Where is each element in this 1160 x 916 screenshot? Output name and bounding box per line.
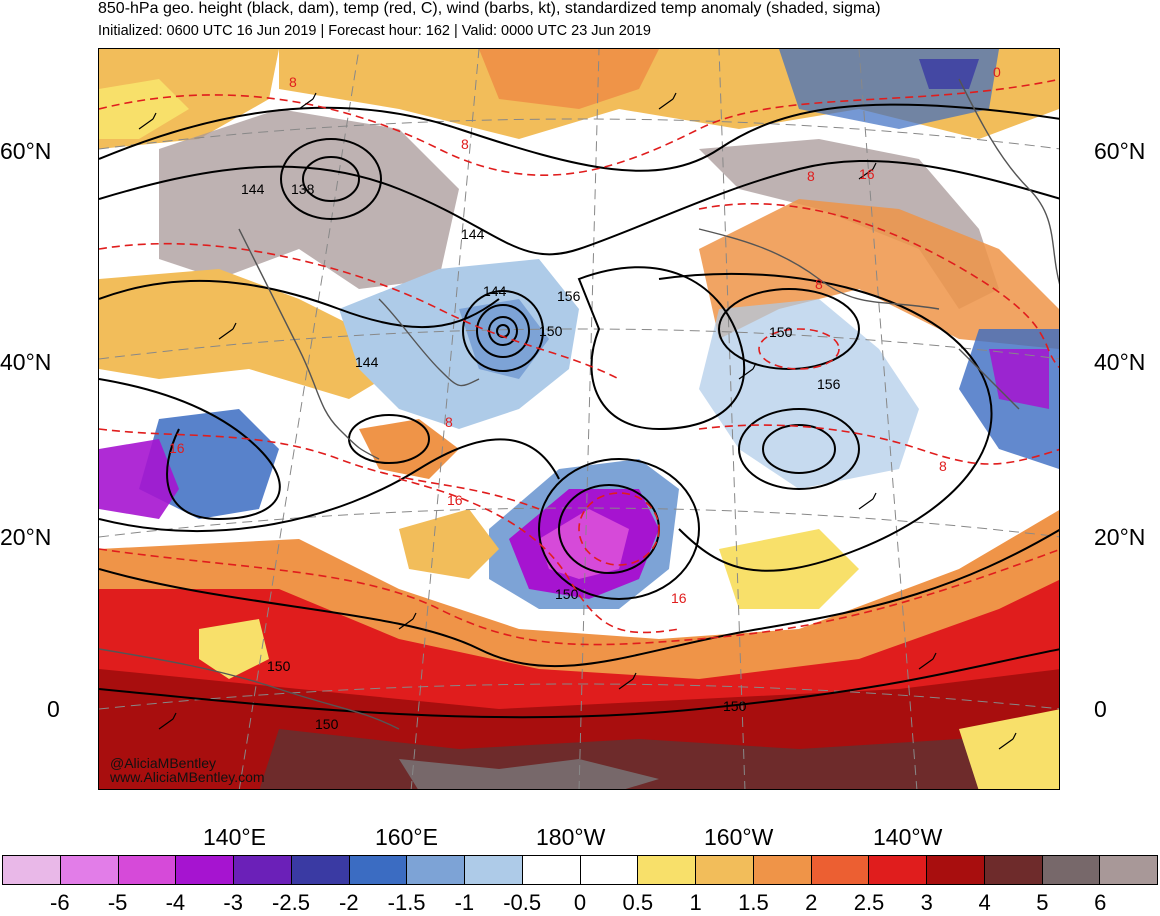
colorbar-swatch [753, 856, 812, 884]
colorbar-tick-label: 4 [978, 890, 991, 915]
height-label: 150 [267, 658, 291, 674]
height-label: 150 [539, 323, 563, 339]
colorbar-tick-label: -6 [50, 890, 70, 915]
temp-label: 8 [807, 168, 815, 184]
colorbar-swatch [349, 856, 408, 884]
temp-label: 0 [993, 64, 1001, 80]
colorbar-tick-label: -4 [165, 890, 186, 915]
chart-subtitle: Initialized: 0600 UTC 16 Jun 2019 | Fore… [98, 23, 651, 39]
lat-label-20n-right: 20°N [1094, 524, 1146, 550]
temp-label: 16 [169, 440, 185, 456]
colorbar-tick-label: 0 [573, 890, 587, 915]
colorbar-swatch [522, 856, 581, 884]
lat-label-60n-right: 60°N [1094, 138, 1146, 164]
lon-label-140e: 140°E [203, 824, 266, 850]
colorbar-swatch [234, 856, 292, 884]
colorbar-tick-label: -0.5 [503, 890, 542, 915]
chart-title: 850-hPa geo. height (black, dam), temp (… [98, 0, 881, 17]
temp-label: 8 [461, 136, 469, 152]
colorbar-swatch [811, 856, 870, 884]
colorbar-tick-label: -1.5 [387, 890, 426, 915]
map-panel: 144 138 144 144 156 150 144 150 156 150 … [98, 48, 1060, 790]
colorbar-tick-label: -5 [107, 890, 128, 915]
colorbar [2, 855, 1158, 885]
colorbar-tick-label: -1 [454, 890, 475, 915]
colorbar-swatch [1042, 856, 1101, 884]
colorbar-tick-label: 5 [1036, 890, 1049, 915]
temp-label: 8 [815, 276, 823, 292]
colorbar-swatch [696, 856, 754, 884]
colorbar-swatch [60, 856, 119, 884]
colorbar-tick-label: 2.5 [853, 890, 885, 915]
height-label: 138 [291, 181, 315, 197]
colorbar-swatch [291, 856, 350, 884]
colorbar-swatch [927, 856, 985, 884]
height-label: 156 [817, 376, 841, 392]
lat-label-40n-left: 40°N [0, 349, 52, 375]
temp-label: 8 [289, 74, 297, 90]
height-label: 144 [241, 181, 265, 197]
lon-label-140w: 140°W [873, 824, 943, 850]
colorbar-tick-label: 2 [805, 890, 818, 915]
height-label: 150 [315, 716, 339, 732]
colorbar-swatch [1100, 856, 1157, 884]
colorbar-tick-label: -3 [223, 890, 243, 915]
credit-twitter: @AliciaMBentley [110, 755, 217, 771]
colorbar-swatch [3, 856, 61, 884]
height-label: 150 [769, 324, 793, 340]
colorbar-swatch [638, 856, 696, 884]
credit-website: www.AliciaMBentley.com [110, 769, 265, 785]
colorbar-swatch [984, 856, 1043, 884]
colorbar-swatch [176, 856, 234, 884]
height-label: 144 [355, 354, 379, 370]
height-label: 150 [555, 586, 579, 602]
colorbar-tick-label: 0.5 [622, 890, 654, 915]
colorbar-tick-label: -2.5 [272, 890, 310, 915]
lat-label-0-right: 0 [1094, 696, 1107, 722]
colorbar-tick-label: -2 [339, 890, 359, 915]
height-label: 150 [723, 698, 747, 714]
temp-label: 8 [939, 458, 947, 474]
height-label: 144 [461, 226, 485, 242]
colorbar-swatch [407, 856, 465, 884]
temp-label: 16 [671, 590, 687, 606]
temp-label: 16 [859, 166, 875, 182]
colorbar-swatch [869, 856, 927, 884]
colorbar-tick-label: 1.5 [738, 890, 769, 915]
lat-label-60n-left: 60°N [0, 138, 52, 164]
lat-label-0-left: 0 [47, 696, 60, 722]
temp-label: 8 [445, 414, 453, 430]
colorbar-tick-label: 1 [689, 890, 702, 915]
colorbar-swatch [118, 856, 177, 884]
colorbar-swatch [465, 856, 523, 884]
height-label: 144 [483, 283, 507, 299]
lon-label-160w: 160°W [704, 824, 774, 850]
colorbar-swatch [580, 856, 639, 884]
lon-label-180w: 180°W [536, 824, 606, 850]
temp-label: 16 [447, 492, 463, 508]
lon-label-160e: 160°E [375, 824, 438, 850]
colorbar-ticks: -6 -5 -4 -3 -2.5 -2 -1.5 -1 -0.5 0 0.5 1 1.5 2 2.5 3 4 5 6 [0, 890, 1160, 915]
height-label: 156 [557, 288, 581, 304]
lat-label-20n-left: 20°N [0, 524, 52, 550]
lat-label-40n-right: 40°N [1094, 349, 1146, 375]
colorbar-tick-label: 3 [920, 890, 933, 915]
colorbar-tick-label: 6 [1094, 890, 1107, 915]
